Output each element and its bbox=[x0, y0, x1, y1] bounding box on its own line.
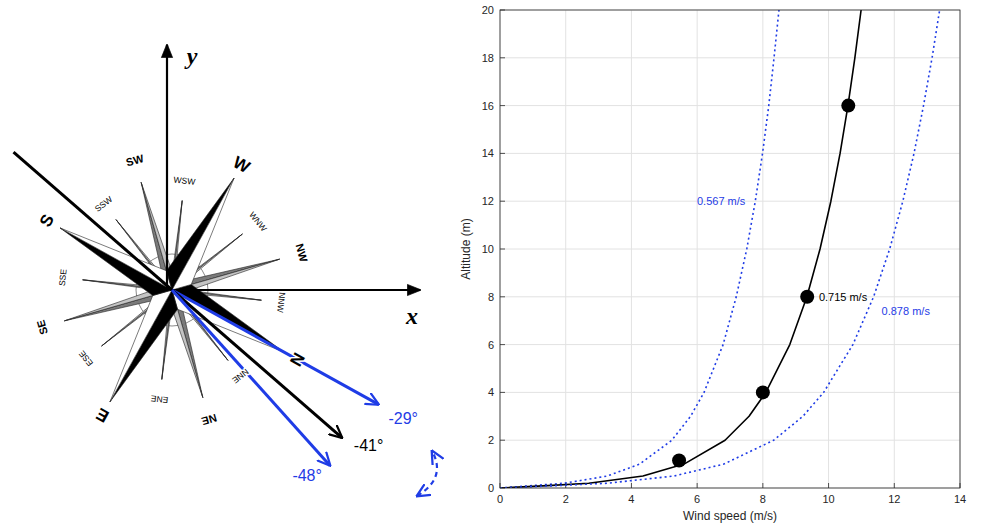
rotation-arrow bbox=[417, 451, 437, 496]
tick bbox=[762, 483, 763, 488]
rose-label: WNW bbox=[247, 210, 269, 234]
plot-frame bbox=[500, 10, 960, 488]
compass-diagram: x y N NNE NE ENE E ESE SE SSE S SSW SW WSW W WNW NW NNW -2… bbox=[14, 43, 437, 496]
rose-arm bbox=[172, 178, 234, 290]
y-axis-arrow bbox=[166, 45, 168, 290]
rose-label: SSE bbox=[57, 268, 69, 286]
tick bbox=[500, 105, 505, 106]
rose-label: NNW bbox=[275, 292, 287, 313]
x-axis-arrow bbox=[172, 289, 420, 291]
direction-label: -48° bbox=[292, 467, 322, 484]
grid-line bbox=[500, 296, 960, 297]
rose-arm bbox=[60, 228, 172, 290]
rose-label: NNE bbox=[230, 367, 251, 386]
tick bbox=[500, 201, 505, 202]
tick-label: 0 bbox=[497, 493, 503, 505]
tick-label: 2 bbox=[488, 434, 494, 446]
line-series bbox=[500, 10, 779, 488]
tick-label: 2 bbox=[563, 493, 569, 505]
series-label: 0.715 m/s bbox=[819, 291, 868, 303]
tick-label: 6 bbox=[488, 339, 494, 351]
series-label: 0.878 m/s bbox=[882, 305, 931, 317]
tick-label: 20 bbox=[482, 4, 494, 16]
data-point bbox=[672, 454, 686, 468]
grid-line bbox=[500, 440, 960, 441]
rose-label: ENE bbox=[150, 393, 169, 405]
rose-label: NW bbox=[293, 242, 310, 264]
tick-label: 12 bbox=[482, 195, 494, 207]
direction-arrow bbox=[172, 290, 342, 438]
rose-label: WSW bbox=[173, 175, 196, 187]
tick-label: 6 bbox=[694, 493, 700, 505]
direction-arrow bbox=[172, 290, 378, 404]
tick bbox=[500, 153, 505, 154]
tick-label: 0 bbox=[488, 482, 494, 494]
plot-background bbox=[500, 10, 960, 488]
tick bbox=[500, 57, 505, 58]
figure: x y N NNE NE ENE E ESE SE SSE S SSW SW WSW W WNW NW NNW -2… bbox=[0, 0, 982, 531]
tick bbox=[697, 483, 698, 488]
data-point bbox=[800, 290, 814, 304]
tick bbox=[500, 392, 505, 393]
rose-label: SE bbox=[34, 318, 50, 335]
tick-label: 18 bbox=[482, 52, 494, 64]
grid-line bbox=[500, 153, 960, 154]
rose-label: N bbox=[286, 349, 309, 369]
direction-label: -41° bbox=[354, 437, 384, 454]
data-area bbox=[500, 10, 940, 488]
rose-label: SW bbox=[125, 152, 146, 169]
line-series bbox=[500, 10, 940, 488]
rose-label: E bbox=[93, 404, 112, 426]
rose-label: SSW bbox=[93, 194, 114, 214]
rose-arm bbox=[60, 228, 172, 296]
tick-label: 10 bbox=[822, 493, 834, 505]
rose-label: S bbox=[36, 211, 58, 230]
axis-title: Altitude (m) bbox=[459, 218, 473, 279]
grid-line bbox=[500, 249, 960, 250]
grid-line bbox=[500, 344, 960, 345]
grid-line bbox=[500, 105, 960, 106]
rose-label: NE bbox=[200, 412, 218, 428]
grid-line bbox=[500, 392, 960, 393]
tick-label: 8 bbox=[760, 493, 766, 505]
tick-label: 10 bbox=[482, 243, 494, 255]
tick-label: 16 bbox=[482, 100, 494, 112]
axis-title: Wind speed (m/s) bbox=[683, 509, 777, 523]
axis-label: x bbox=[405, 303, 418, 329]
rose-arm bbox=[110, 290, 178, 402]
rose-arm bbox=[166, 178, 234, 290]
rose-arm bbox=[110, 290, 172, 402]
direction-arrow bbox=[172, 290, 330, 465]
tick-label: 4 bbox=[628, 493, 634, 505]
tick bbox=[500, 296, 505, 297]
tick bbox=[894, 483, 895, 488]
direction-label: -29° bbox=[388, 410, 418, 427]
tick-label: 4 bbox=[488, 386, 494, 398]
direction-line bbox=[14, 152, 172, 290]
tick bbox=[828, 483, 829, 488]
tick-label: 8 bbox=[488, 291, 494, 303]
rose-label: W bbox=[230, 153, 254, 178]
grid-line bbox=[500, 57, 960, 58]
rose-label: ESE bbox=[76, 348, 95, 368]
data-point bbox=[841, 99, 855, 113]
series-label: 0.567 m/s bbox=[697, 195, 746, 207]
data-point bbox=[756, 385, 770, 399]
tick-label: 12 bbox=[888, 493, 900, 505]
tick-label: 14 bbox=[954, 493, 966, 505]
tick-label: 14 bbox=[482, 147, 494, 159]
chart: 0 2 4 6 8 10 12 14 0 2 4 6 8 10 12 14 16 18 20 Wind speed (… bbox=[459, 4, 966, 523]
line-series bbox=[500, 10, 861, 488]
tick bbox=[500, 344, 505, 345]
tick bbox=[500, 440, 505, 441]
axis-label: y bbox=[184, 43, 198, 69]
tick bbox=[631, 483, 632, 488]
tick bbox=[500, 249, 505, 250]
